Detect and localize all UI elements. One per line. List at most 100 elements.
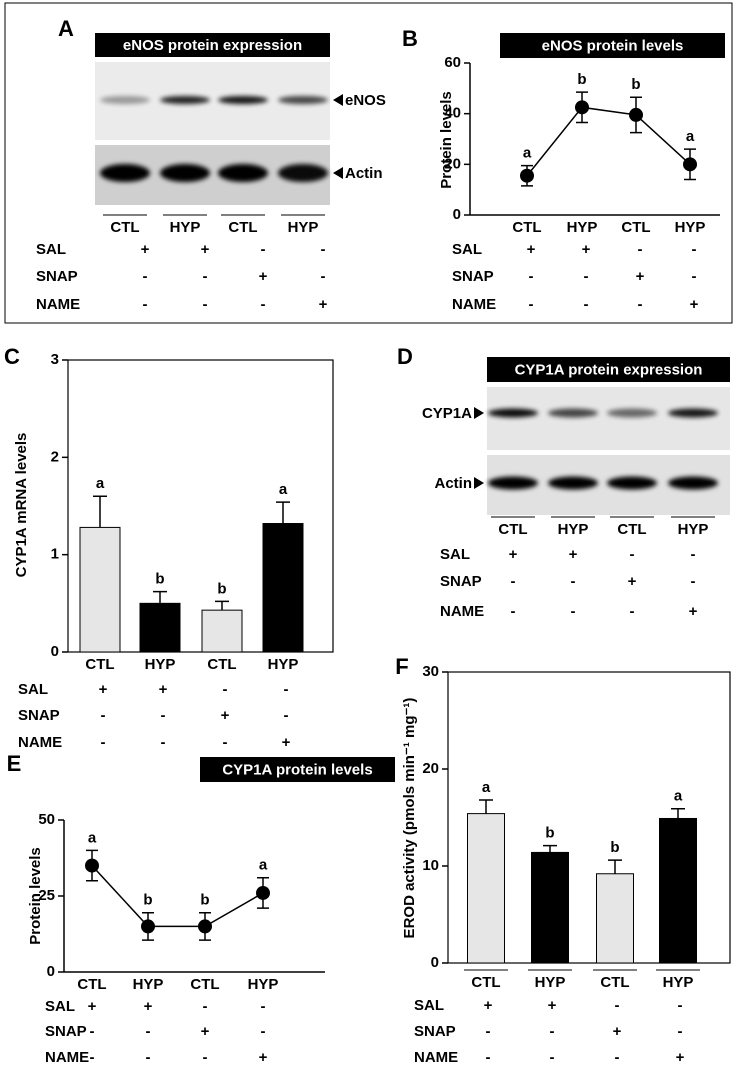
data-point bbox=[256, 885, 270, 900]
lane-label: CTL bbox=[600, 974, 629, 991]
treatment-mark: + bbox=[636, 268, 645, 285]
y-tick-label: 1 bbox=[51, 546, 59, 563]
treatment-mark: - bbox=[143, 268, 148, 285]
title-box bbox=[200, 757, 395, 782]
treatment-mark: + bbox=[201, 241, 210, 258]
blot-band bbox=[668, 476, 718, 490]
treatment-mark: - bbox=[638, 241, 643, 258]
treatment-mark: - bbox=[630, 546, 635, 563]
title-box bbox=[95, 33, 330, 57]
title-box bbox=[487, 357, 730, 382]
band-label: CYP1A bbox=[422, 405, 472, 422]
treatment-mark: - bbox=[678, 997, 683, 1014]
treatment-label: NAME bbox=[18, 734, 62, 751]
treatment-mark: - bbox=[529, 296, 534, 313]
y-tick-label: 20 bbox=[444, 155, 461, 172]
significance-letter: a bbox=[523, 145, 532, 162]
lane-label: CTL bbox=[77, 976, 106, 993]
lane-label: CTL bbox=[85, 656, 114, 673]
treatment-label: SNAP bbox=[452, 268, 494, 285]
treatment-mark: + bbox=[259, 268, 268, 285]
treatment-mark: + bbox=[548, 997, 557, 1014]
treatment-mark: + bbox=[319, 296, 328, 313]
significance-letter: b bbox=[155, 571, 164, 588]
band-label: Actin bbox=[345, 165, 383, 182]
lane-label: CTL bbox=[621, 219, 650, 236]
treatment-mark: - bbox=[630, 603, 635, 620]
y-tick-label: 40 bbox=[444, 105, 461, 122]
y-tick-label: 50 bbox=[38, 811, 55, 828]
treatment-mark: - bbox=[486, 1049, 491, 1066]
significance-letter: b bbox=[577, 71, 586, 88]
panel-letter: B bbox=[402, 26, 418, 51]
lane-label: HYP bbox=[567, 219, 598, 236]
treatment-mark: - bbox=[486, 1023, 491, 1040]
band-arrow bbox=[474, 477, 484, 489]
y-tick-label: 20 bbox=[422, 760, 439, 777]
significance-letter: a bbox=[482, 779, 491, 796]
treatment-mark: - bbox=[284, 681, 289, 698]
treatment-mark: + bbox=[689, 603, 698, 620]
y-tick-label: 30 bbox=[422, 663, 439, 680]
treatment-mark: + bbox=[144, 998, 153, 1015]
lane-label: HYP bbox=[678, 521, 709, 538]
treatment-label: NAME bbox=[45, 1049, 89, 1066]
lane-label: CTL bbox=[498, 521, 527, 538]
treatment-mark: - bbox=[90, 1023, 95, 1040]
treatment-mark: + bbox=[582, 241, 591, 258]
treatment-mark: - bbox=[261, 241, 266, 258]
y-tick-label: 0 bbox=[431, 954, 439, 971]
lane-label: HYP bbox=[675, 219, 706, 236]
treatment-label: SAL bbox=[414, 997, 444, 1014]
panel-letter: F bbox=[395, 654, 408, 679]
blot-band bbox=[278, 164, 328, 182]
treatment-mark: - bbox=[678, 1023, 683, 1040]
treatment-mark: + bbox=[484, 997, 493, 1014]
bar bbox=[467, 813, 505, 964]
treatment-mark: + bbox=[613, 1023, 622, 1040]
treatment-mark: + bbox=[159, 681, 168, 698]
panel-title: CYP1A protein levels bbox=[222, 761, 372, 778]
treatment-label: SNAP bbox=[440, 573, 482, 590]
treatment-mark: - bbox=[550, 1023, 555, 1040]
lane-label: CTL bbox=[207, 656, 236, 673]
bar bbox=[531, 851, 569, 964]
blot-band bbox=[160, 96, 210, 104]
bar bbox=[201, 609, 243, 653]
blot-band bbox=[160, 164, 210, 182]
blot-band bbox=[278, 96, 328, 104]
blot-band bbox=[218, 96, 268, 104]
data-point bbox=[683, 157, 697, 172]
lane-label: CTL bbox=[471, 974, 500, 991]
data-point bbox=[141, 919, 155, 934]
treatment-mark: - bbox=[101, 734, 106, 751]
y-axis-label: Protein levels bbox=[27, 847, 44, 945]
lane-label: CTL bbox=[512, 219, 541, 236]
treatment-mark: - bbox=[571, 603, 576, 620]
band-arrow bbox=[333, 167, 343, 179]
treatment-mark: - bbox=[90, 1049, 95, 1066]
panel-letter: E bbox=[7, 751, 22, 776]
title-box bbox=[500, 33, 725, 58]
band-arrow bbox=[333, 94, 343, 106]
blot-band bbox=[218, 164, 268, 182]
treatment-label: NAME bbox=[452, 296, 496, 313]
lane-label: HYP bbox=[248, 976, 279, 993]
treatment-mark: - bbox=[550, 1049, 555, 1066]
treatment-mark: - bbox=[321, 241, 326, 258]
treatment-mark: + bbox=[88, 998, 97, 1015]
treatment-mark: - bbox=[692, 241, 697, 258]
blot-band bbox=[548, 476, 598, 490]
significance-letter: a bbox=[96, 475, 105, 492]
significance-letter: b bbox=[143, 892, 152, 909]
significance-letter: b bbox=[217, 580, 226, 597]
significance-letter: b bbox=[631, 76, 640, 93]
y-tick-label: 3 bbox=[51, 351, 59, 368]
y-tick-label: 10 bbox=[422, 857, 439, 874]
treatment-label: SAL bbox=[45, 998, 75, 1015]
blot-region bbox=[487, 387, 730, 450]
lane-label: HYP bbox=[145, 656, 176, 673]
significance-letter: a bbox=[259, 857, 268, 874]
panel-letter: D bbox=[397, 344, 413, 369]
panel-letter: A bbox=[58, 16, 74, 41]
